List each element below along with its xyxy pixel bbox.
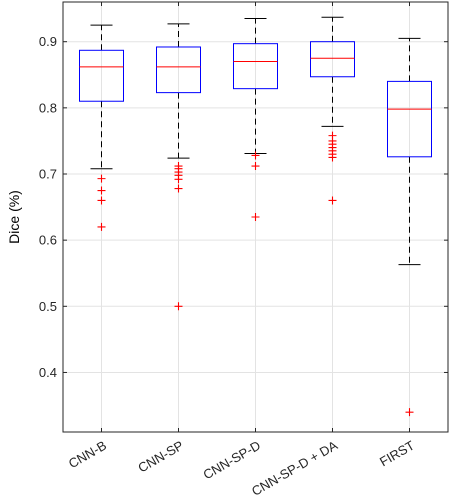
y-tick-label: 0.4 bbox=[39, 365, 57, 380]
box-3 bbox=[233, 18, 278, 221]
boxes-group bbox=[79, 16, 432, 417]
outlier-marker bbox=[97, 174, 106, 183]
outlier-marker bbox=[174, 302, 183, 311]
box-iqr bbox=[233, 43, 278, 90]
outlier-marker bbox=[251, 162, 260, 171]
outlier-marker bbox=[328, 153, 337, 162]
box-5 bbox=[387, 37, 432, 417]
x-tick-label: CNN-SP-D + DA bbox=[249, 437, 340, 498]
y-tick-label: 0.7 bbox=[39, 167, 57, 182]
outlier-marker bbox=[97, 186, 106, 195]
y-tick-label: 0.8 bbox=[39, 100, 57, 115]
outlier-marker bbox=[174, 175, 183, 184]
box-iqr bbox=[310, 41, 355, 78]
outlier-marker bbox=[97, 222, 106, 231]
y-tick-label: 0.6 bbox=[39, 233, 57, 248]
box-iqr bbox=[156, 46, 201, 94]
box-iqr bbox=[387, 80, 432, 158]
outlier-marker bbox=[251, 213, 260, 221]
y-axis-label: Dice (%) bbox=[6, 190, 22, 244]
outlier-marker bbox=[251, 151, 260, 160]
x-tick-label: FIRST bbox=[377, 438, 417, 470]
x-tick-label: CNN-SP-D bbox=[200, 438, 263, 483]
outlier-marker bbox=[405, 408, 414, 417]
outlier-marker bbox=[174, 184, 183, 193]
outlier-marker bbox=[97, 196, 106, 205]
y-tick-label: 0.9 bbox=[39, 34, 57, 49]
x-tick-label: CNN-SP bbox=[135, 438, 186, 476]
outlier-marker bbox=[328, 196, 337, 205]
box-1 bbox=[79, 24, 124, 231]
box-2 bbox=[156, 23, 201, 311]
box-iqr bbox=[79, 49, 124, 102]
axes-group: 0.4 0.5 0.6 0.7 0.8 0.9 CNN-B CNN-SP CNN-SP-DCNN… bbox=[39, 1, 449, 499]
y-tick-label: 0.5 bbox=[39, 299, 57, 314]
box-4 bbox=[310, 16, 355, 205]
x-tick-label: CNN-B bbox=[66, 438, 109, 472]
